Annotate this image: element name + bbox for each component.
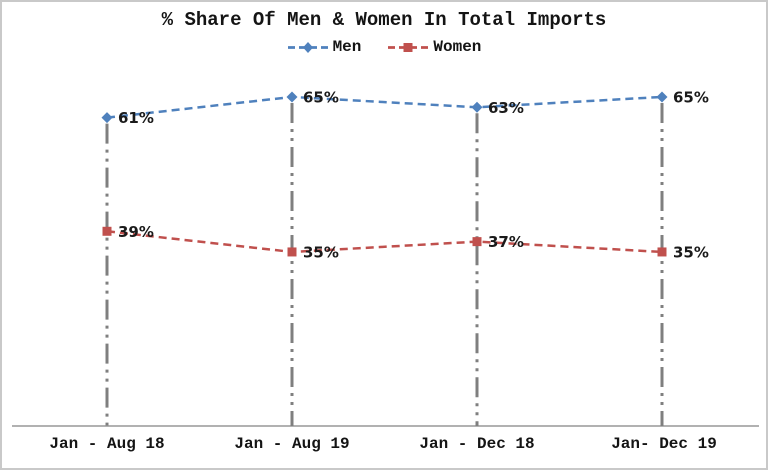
legend-label-men: Men xyxy=(332,38,362,56)
men-data-label: 61% xyxy=(118,109,154,127)
men-data-point xyxy=(656,91,668,103)
x-tick-label: Jan - Dec 18 xyxy=(419,435,535,453)
x-tick-label: Jan - Aug 19 xyxy=(234,435,350,453)
women-data-label: 37% xyxy=(488,233,524,251)
chart-legend: Men Women xyxy=(2,38,766,56)
men-data-point xyxy=(471,101,483,113)
women-data-point xyxy=(287,247,297,257)
men-data-label: 65% xyxy=(303,88,339,106)
men-dashed-line-diamond-icon xyxy=(287,41,328,53)
men-series-line xyxy=(106,95,663,119)
x-axis-labels: Jan - Aug 18 Jan - Aug 19 Jan - Dec 18 J… xyxy=(2,435,766,461)
women-data-label: 35% xyxy=(303,243,339,261)
men-data-point xyxy=(286,91,298,103)
women-data-point xyxy=(657,247,667,257)
women-data-point xyxy=(472,237,482,247)
men-data-label: 63% xyxy=(488,99,524,117)
x-tick-label: Jan- Dec 19 xyxy=(611,435,717,453)
legend-label-women: Women xyxy=(433,38,482,56)
women-dashed-line-square-icon xyxy=(388,42,429,52)
women-data-point xyxy=(102,226,112,236)
legend-item-women: Women xyxy=(387,38,481,56)
x-tick-label: Jan - Aug 18 xyxy=(49,435,165,453)
women-data-label: 39% xyxy=(118,223,154,241)
women-data-label: 35% xyxy=(673,243,709,261)
women-series-line xyxy=(106,230,663,254)
legend-item-men: Men xyxy=(287,38,362,56)
men-data-point xyxy=(101,112,113,124)
chart-title: % Share Of Men & Women In Total Imports xyxy=(161,9,607,31)
men-data-label: 65% xyxy=(673,88,709,106)
